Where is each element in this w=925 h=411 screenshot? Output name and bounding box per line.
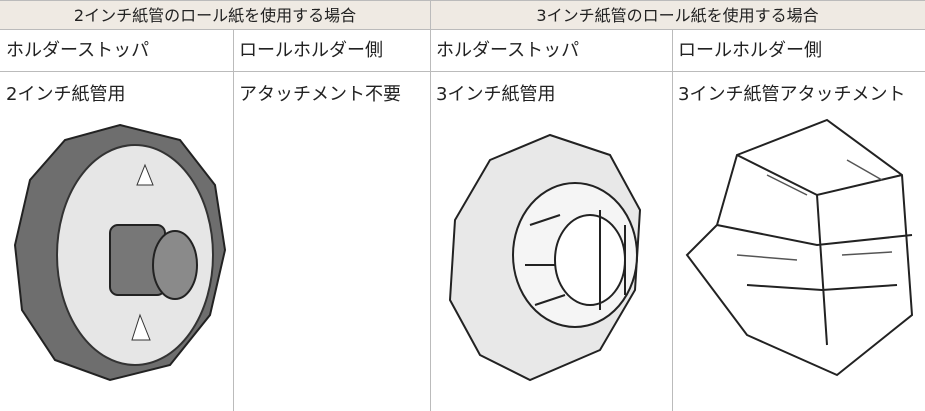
divider <box>672 30 673 411</box>
cell-text: 3インチ紙管アタッチメント <box>678 84 906 105</box>
header-cell: 3インチ紙管のロール紙を使用する場合 <box>430 0 925 30</box>
subheader-cell: ロールホルダー側 <box>233 30 430 72</box>
attachment-illustration <box>685 118 914 377</box>
cell-text: アタッチメント不要 <box>239 84 401 105</box>
stopper-3in-illustration <box>448 133 642 382</box>
subheader-cell: ホルダーストッパ <box>430 30 672 72</box>
stopper-2in-illustration <box>13 123 227 382</box>
cell-text: 2インチ紙管用 <box>6 84 126 105</box>
subheader-cell: ホルダーストッパ <box>0 30 233 72</box>
cell-text: 3インチ紙管用 <box>436 84 556 105</box>
subheader-cell: ロールホルダー側 <box>672 30 925 72</box>
divider <box>233 30 234 411</box>
divider <box>430 0 431 411</box>
header-cell: 2インチ紙管のロール紙を使用する場合 <box>0 0 430 30</box>
